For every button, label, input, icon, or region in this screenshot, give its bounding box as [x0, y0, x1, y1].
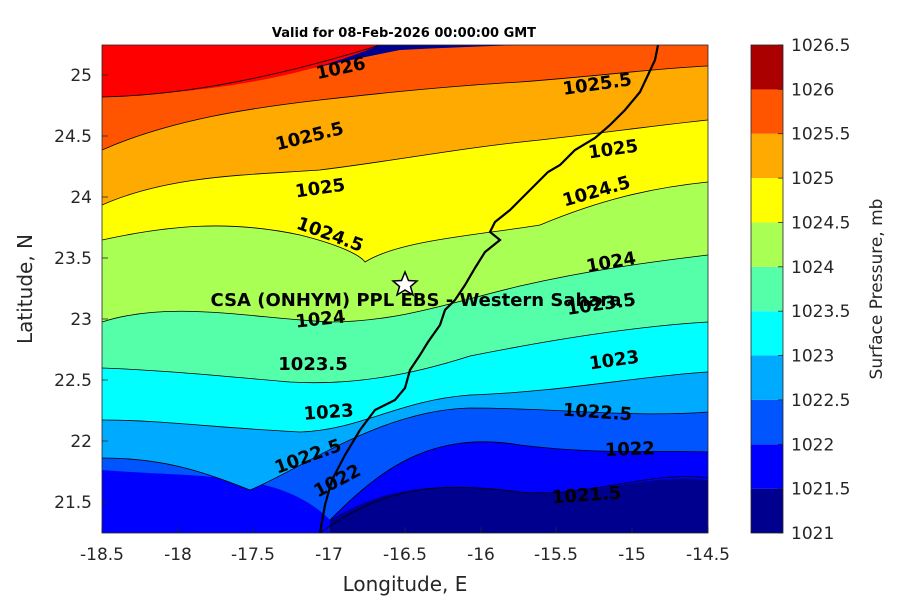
x-tick-label: -14.5 — [686, 545, 730, 565]
site-label: CSA (ONHYM) PPL EBS - Western Sahara — [211, 290, 622, 311]
contour-label: 1023.5 — [278, 354, 347, 375]
colorbar-tick-label: 1024.5 — [791, 213, 850, 233]
colorbar-swatch — [751, 178, 783, 223]
x-tick-label: -16 — [467, 545, 495, 565]
colorbar-swatch — [751, 133, 783, 179]
star-icon — [391, 270, 419, 297]
colorbar-tick-label: 1023 — [791, 347, 834, 367]
colorbar-swatch — [751, 444, 783, 489]
y-tick-label: 21.5 — [54, 493, 92, 513]
colorbar-frame — [750, 44, 784, 534]
map-plot: 1026 1025.5 1025.5 1025 1025 1024.5 1024… — [101, 44, 709, 534]
x-tick-label: -17 — [315, 545, 343, 565]
colorbar-swatch — [751, 222, 783, 267]
band-1025 — [102, 66, 708, 205]
x-tick-label: -17.5 — [231, 545, 275, 565]
band-1021-5-d — [330, 441, 708, 520]
y-tick-label: 25 — [70, 66, 92, 86]
band-1026 — [102, 45, 380, 97]
band-1022 — [102, 408, 708, 520]
colorbar-tick-label: 1025 — [791, 169, 834, 189]
colorbar-tick-label: 1021.5 — [791, 480, 850, 500]
band-1023-5 — [102, 255, 708, 383]
y-axis: 21.5 22 22.5 23 23.5 24 24.5 25 Latitude… — [13, 66, 108, 513]
x-axis: -18.5 -18 -17.5 -17 -16.5 -16 -15.5 -15 … — [80, 527, 730, 596]
colorbar-swatch — [751, 488, 783, 533]
colorbar: 1021 1021.5 1022 1022.5 1023 1023.5 1024 1024.5… — [750, 36, 887, 544]
band-1024-5 — [102, 120, 708, 262]
colorbar-tick-label: 1021 — [791, 524, 834, 544]
contour-lines — [102, 45, 708, 533]
y-axis-label: Latitude, N — [13, 234, 37, 344]
colorbar-tick-label: 1022.5 — [791, 391, 850, 411]
contour-label: 1022 — [604, 438, 655, 461]
colorbar-swatch — [751, 45, 783, 90]
x-tick-label: -16.5 — [383, 545, 427, 565]
colorbar-tick-label: 1022 — [791, 435, 834, 455]
colorbar-tick-label: 1026.5 — [791, 36, 850, 56]
band-1025-5 — [102, 45, 708, 150]
y-tick-label: 23.5 — [54, 249, 92, 269]
colorbar-swatch — [751, 355, 783, 400]
x-tick-label: -15.5 — [534, 545, 578, 565]
band-1024 — [102, 182, 708, 322]
contour-label: 1022.5 — [562, 400, 633, 426]
colorbar-tick-label: 1024 — [791, 258, 834, 278]
colorbar-swatch — [751, 399, 783, 445]
colorbar-swatch — [751, 266, 783, 312]
band-1023 — [102, 322, 708, 432]
y-tick-label: 22.5 — [54, 371, 92, 391]
contour-label: 1024 — [294, 306, 346, 332]
colorbar-tick-label: 1026 — [791, 80, 834, 100]
colorbar-swatch — [751, 311, 783, 356]
colorbar-swatch — [751, 89, 783, 134]
y-tick-label: 23 — [70, 310, 92, 330]
contour-label: 1021.5 — [551, 483, 622, 509]
figure-title: Valid for 08-Feb-2026 00:00:00 GMT — [272, 26, 536, 41]
x-axis-label: Longitude, E — [343, 572, 468, 596]
colorbar-tick-label: 1023.5 — [791, 302, 850, 322]
y-tick-label: 22 — [70, 432, 92, 452]
coastline — [318, 45, 660, 533]
colorbar-label: Surface Pressure, mb — [867, 199, 887, 380]
contour-label: 1023 — [303, 400, 354, 424]
y-tick-label: 24 — [70, 188, 92, 208]
band-1022-5 — [102, 372, 708, 490]
band-1021-5-c — [102, 470, 330, 533]
colorbar-tick-label: 1025.5 — [791, 125, 850, 145]
y-tick-label: 24.5 — [54, 127, 92, 147]
x-tick-label: -18 — [164, 545, 192, 565]
x-tick-label: -15 — [618, 545, 646, 565]
x-tick-label: -18.5 — [80, 545, 124, 565]
